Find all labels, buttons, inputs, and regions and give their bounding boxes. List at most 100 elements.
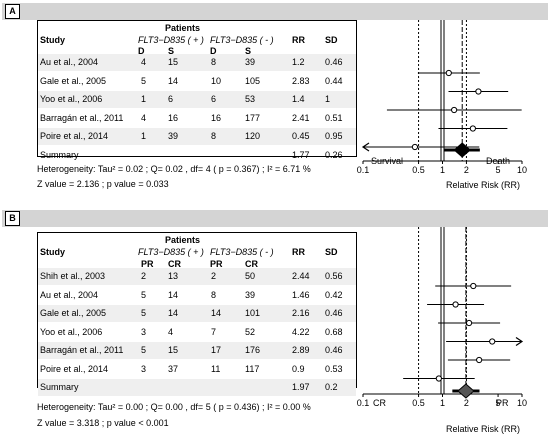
- table-cell-d: 101: [245, 308, 261, 318]
- table-cell-rr: 2.83: [292, 75, 310, 86]
- group-neg-header: FLT3−D835 ( - ): [210, 35, 274, 45]
- table-cell-sd: 1: [325, 94, 331, 104]
- panel-b-header-row-1: Patients: [38, 233, 356, 250]
- table-cell-d: 105: [245, 75, 261, 86]
- study-point: [411, 143, 419, 151]
- table-cell-b: 15: [168, 57, 179, 67]
- table-cell-a: 3: [141, 326, 147, 337]
- panel-b-header-row-2: Study FLT3−D835 ( + ) FLT3−D835 ( - ) RR…: [38, 244, 356, 261]
- panel-b-zvalue: Z value = 3.318 ; p value < 0.001: [37, 418, 169, 428]
- sd-header: SD: [325, 35, 338, 45]
- patients-header: Patients: [165, 235, 201, 245]
- table-cell-sd: 0.68: [325, 326, 343, 337]
- sub-header: S: [245, 46, 252, 56]
- table-cell-d: 39: [245, 289, 256, 300]
- panel-b: B Patients Study FLT3−D835 ( + ) FLT3−D8…: [0, 208, 550, 436]
- panel-a-zvalue: Z value = 2.136 ; p value = 0.033: [37, 179, 169, 189]
- panel-b-label: B: [5, 211, 20, 226]
- summary-diamond: [457, 383, 475, 399]
- table-row: Au et al., 2004 4 15 8 39 1.2 0.46: [38, 54, 356, 71]
- table-cell-b: 14: [168, 289, 179, 300]
- study-point: [489, 338, 496, 345]
- x-tick-label: 0.5: [412, 165, 425, 175]
- panel-a-heterogeneity: Heterogeneity: Tau² = 0.02 ; Q= 0.02 , d…: [37, 164, 311, 174]
- sub-header: PR: [210, 259, 223, 269]
- summary-cell-study: Summary: [40, 382, 79, 392]
- study-header: Study: [40, 247, 66, 257]
- x-tick-label: 2: [464, 165, 469, 175]
- table-row: Barragán et al., 2011 4 16 16 177 2.41 0.51: [38, 110, 356, 127]
- table-cell-d: 120: [245, 131, 261, 141]
- panel-a-table: Patients Study FLT3−D835 ( + ) FLT3−D835…: [37, 20, 357, 160]
- table-row: Poire et al., 2014 3 37 11 117 0.9 0.53: [38, 361, 356, 378]
- table-row: Gale et al., 2005 5 14 14 101 2.16 0.46: [38, 305, 356, 322]
- table-cell-study: Barragán et al., 2011: [40, 345, 124, 355]
- summary-cell-sd: 0.2: [325, 382, 338, 392]
- table-cell-study: Yoo et al., 2006: [40, 94, 103, 104]
- table-cell-study: Barragán et al., 2011: [40, 112, 124, 123]
- table-cell-b: 16: [168, 112, 179, 123]
- table-row: Shih et al., 2003 2 13 2 50 2.44 0.56: [38, 268, 356, 285]
- study-point: [475, 88, 482, 95]
- study-point: [469, 125, 476, 132]
- table-row: Yoo et al., 2006 1 6 6 53 1.4 1: [38, 91, 356, 108]
- table-cell-a: 2: [141, 271, 147, 281]
- study-point: [445, 69, 452, 77]
- study-header: Study: [40, 35, 66, 45]
- sub-header: CR: [245, 259, 258, 269]
- summary-cell-study: Summary: [40, 149, 79, 160]
- summary-row: Summary 1.97 0.2: [38, 379, 356, 396]
- panel-b-header-row-3: PR CR PR CR: [38, 256, 356, 273]
- table-cell-a: 5: [141, 289, 147, 300]
- table-cell-sd: 0.56: [325, 271, 343, 281]
- table-cell-b: 14: [168, 308, 179, 318]
- sub-header: PR: [141, 259, 154, 269]
- panel-a-header-row-3: D S D S: [38, 43, 356, 60]
- panel-b-table: Patients Study FLT3−D835 ( + ) FLT3−D835…: [37, 232, 357, 396]
- x-tick-label: 2: [464, 398, 469, 408]
- ci-arrow-left: [361, 142, 370, 152]
- x-tick-label: 0.1: [357, 398, 370, 408]
- table-cell-b: 14: [168, 75, 179, 86]
- ci-arrow-right: [515, 337, 524, 346]
- study-point: [435, 375, 442, 382]
- table-cell-c: 17: [211, 345, 222, 355]
- table-cell-study: Gale et al., 2005: [40, 75, 107, 86]
- group-neg-header: FLT3−D835 ( - ): [210, 247, 274, 257]
- table-cell-sd: 0.46: [325, 57, 343, 67]
- table-cell-d: 50: [245, 271, 256, 281]
- table-cell-d: 52: [245, 326, 256, 337]
- table-cell-a: 4: [141, 112, 147, 123]
- x-tick-label: 10: [517, 165, 527, 175]
- summary-cell-sd: 0.26: [325, 149, 343, 160]
- panel-a-header-row-2: Study FLT3−D835 ( + ) FLT3−D835 ( - ) RR…: [38, 32, 356, 49]
- summary-cell-rr: 1.77: [292, 149, 310, 160]
- table-cell-a: 3: [141, 363, 147, 374]
- right-direction-label: PR: [496, 398, 509, 408]
- table-cell-c: 14: [211, 308, 222, 318]
- table-cell-a: 1: [141, 131, 147, 141]
- table-cell-c: 6: [211, 94, 217, 104]
- patients-header: Patients: [165, 23, 201, 33]
- table-cell-a: 1: [141, 94, 147, 104]
- table-cell-sd: 0.42: [325, 289, 343, 300]
- table-cell-sd: 0.95: [325, 131, 343, 141]
- x-axis-title: Relative Risk (RR): [446, 424, 520, 434]
- table-cell-study: Poire et al., 2014: [40, 363, 109, 374]
- x-tick-label: 5: [496, 398, 501, 408]
- table-cell-c: 16: [211, 112, 222, 123]
- table-row: Poire et al., 2014 1 39 8 120 0.45 0.95: [38, 128, 356, 145]
- table-cell-rr: 0.45: [292, 131, 310, 141]
- table-cell-study: Au et al., 2004: [40, 289, 99, 300]
- table-cell-a: 5: [141, 75, 147, 86]
- table-cell-rr: 1.2: [292, 57, 305, 67]
- table-cell-study: Poire et al., 2014: [40, 131, 109, 141]
- table-cell-rr: 2.89: [292, 345, 310, 355]
- table-cell-b: 4: [168, 326, 174, 337]
- table-cell-b: 13: [168, 271, 179, 281]
- table-cell-sd: 0.44: [325, 75, 343, 86]
- study-point: [451, 106, 458, 114]
- table-cell-rr: 0.9: [292, 363, 305, 374]
- table-row: Au et al., 2004 5 14 8 39 1.46 0.42: [38, 287, 356, 304]
